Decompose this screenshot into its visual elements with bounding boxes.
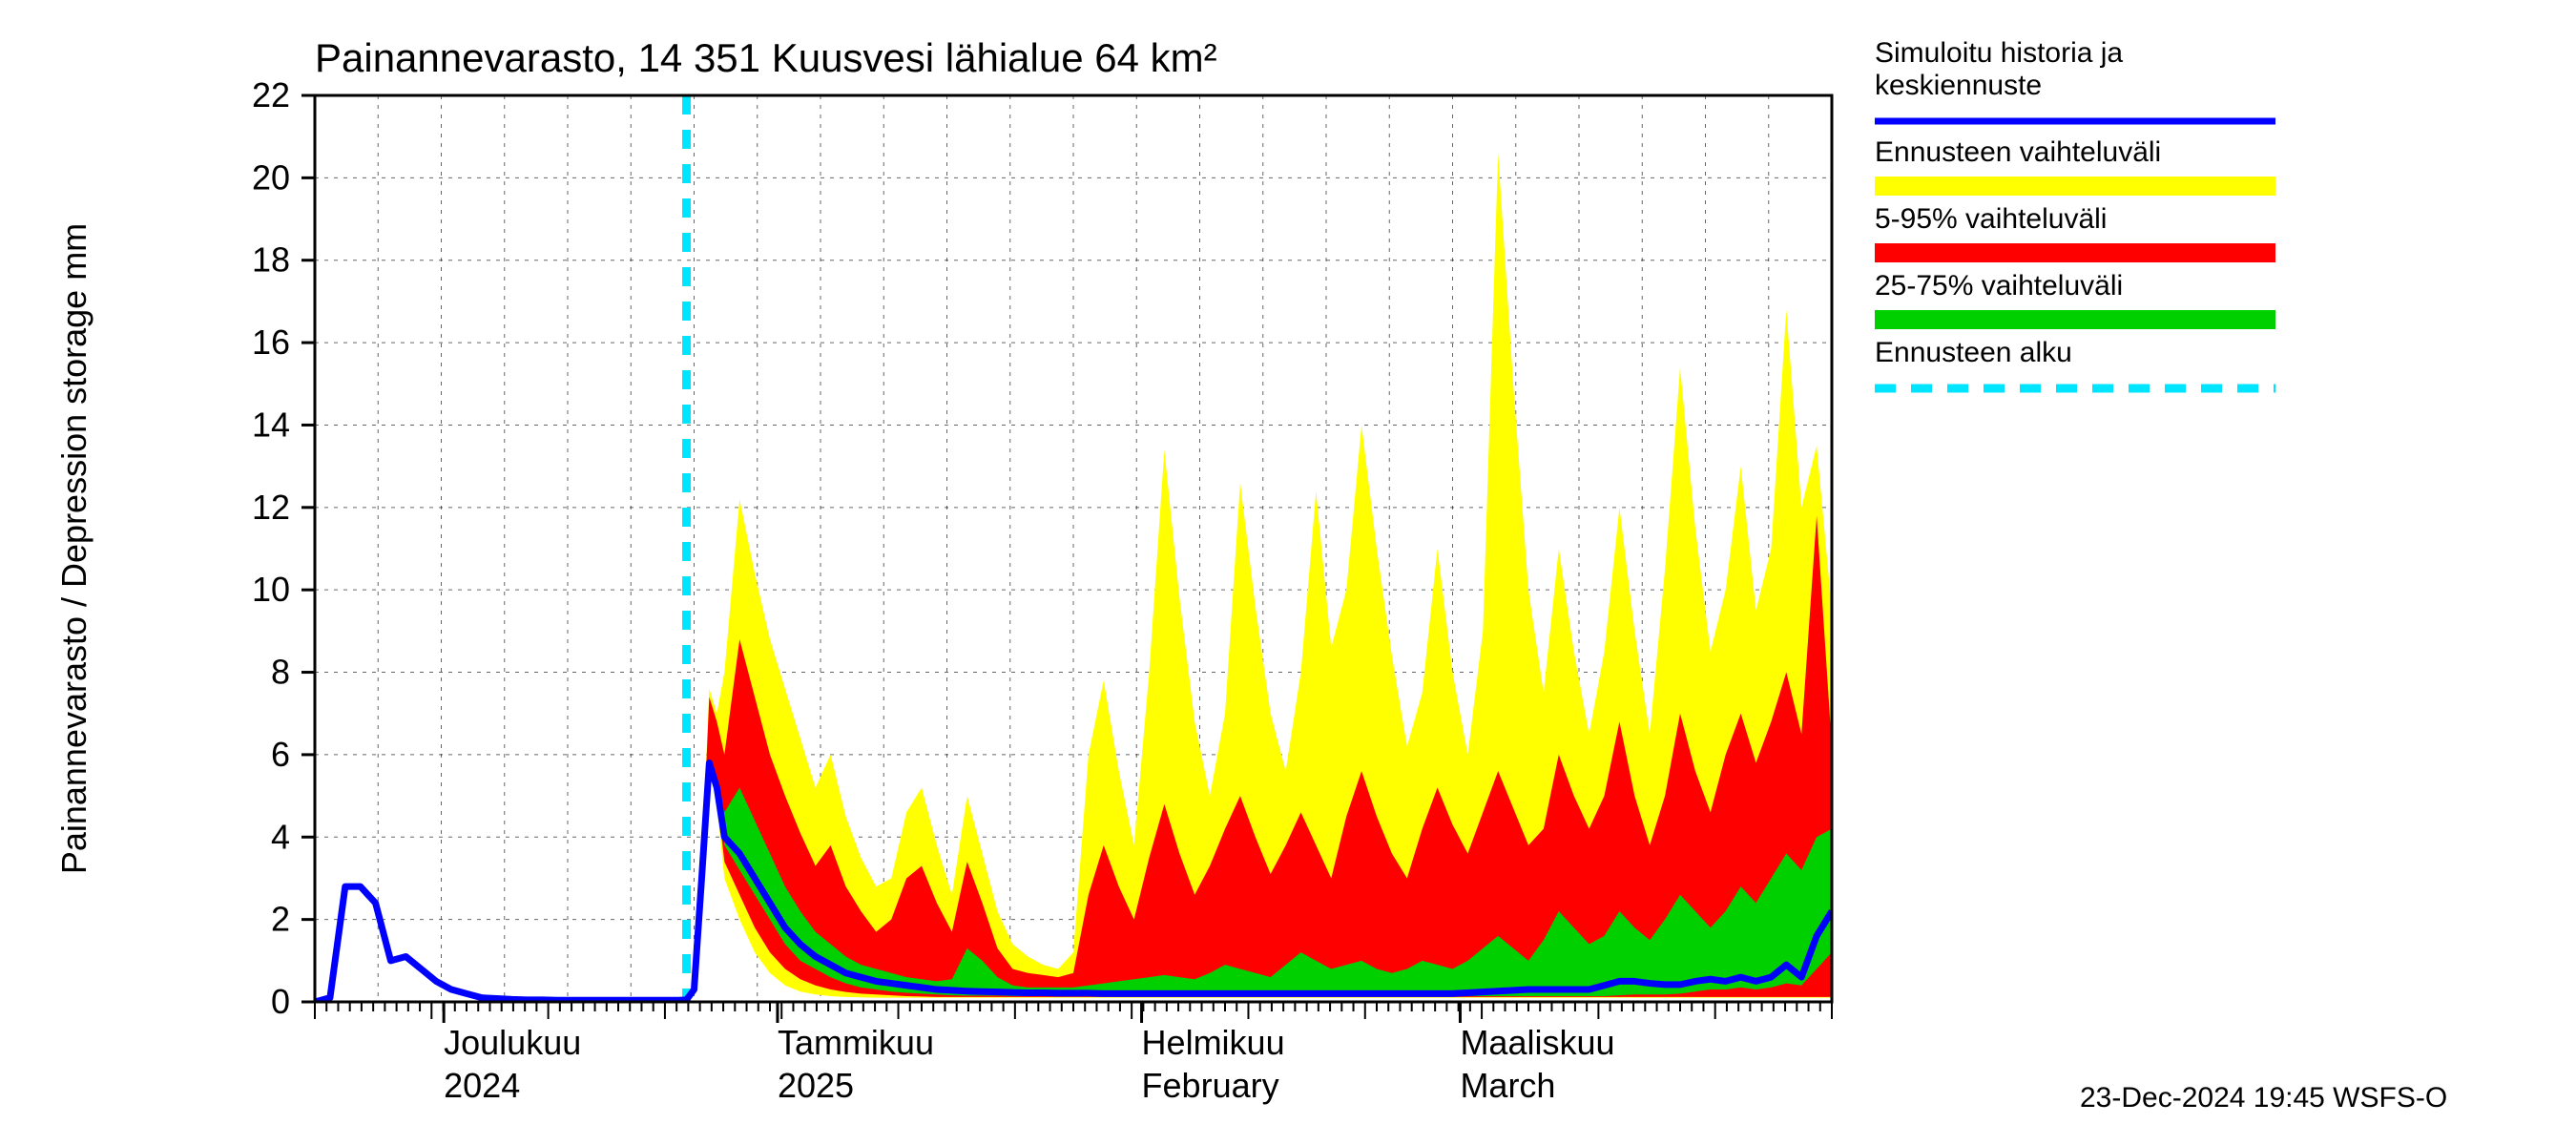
x-month-bottom: 2025 bbox=[778, 1066, 854, 1105]
y-tick-label: 8 bbox=[271, 653, 290, 692]
x-month-top: Helmikuu bbox=[1142, 1023, 1285, 1062]
x-month-bottom: February bbox=[1142, 1066, 1279, 1105]
x-month-top: Tammikuu bbox=[778, 1023, 934, 1062]
legend-label: keskiennuste bbox=[1875, 70, 2042, 101]
legend-label: Simuloitu historia ja bbox=[1875, 37, 2123, 69]
chart-svg: 0 2 4 6 8 10 12 14 16 18 20 22 Joulukuu 2024 Tammikuu 2… bbox=[0, 0, 2576, 1145]
footer-text: 23-Dec-2024 19:45 WSFS-O bbox=[2080, 1082, 2447, 1114]
legend-label: 5-95% vaihteluväli bbox=[1875, 203, 2107, 235]
legend-label: Ennusteen vaihteluväli bbox=[1875, 136, 2161, 168]
x-month-bottom: 2024 bbox=[444, 1066, 520, 1105]
y-tick-label: 10 bbox=[252, 570, 290, 609]
legend-swatch bbox=[1875, 177, 2275, 196]
y-tick-label: 16 bbox=[252, 323, 290, 362]
y-axis-title: Painannevarasto / Depression storage mm bbox=[54, 223, 93, 874]
y-tick-label: 14 bbox=[252, 405, 290, 444]
y-tick-label: 20 bbox=[252, 157, 290, 197]
chart-title: Painannevarasto, 14 351 Kuusvesi lähialu… bbox=[315, 35, 1217, 80]
x-month-top: Maaliskuu bbox=[1460, 1023, 1614, 1062]
legend-label: Ennusteen alku bbox=[1875, 337, 2072, 368]
legend-label: 25-75% vaihteluväli bbox=[1875, 270, 2123, 302]
chart-container: 0 2 4 6 8 10 12 14 16 18 20 22 Joulukuu 2024 Tammikuu 2… bbox=[0, 0, 2576, 1145]
y-tick-label: 0 bbox=[271, 982, 290, 1021]
x-month-top: Joulukuu bbox=[444, 1023, 581, 1062]
y-tick-label: 12 bbox=[252, 488, 290, 527]
x-month-bottom: March bbox=[1460, 1066, 1555, 1105]
y-tick-label: 22 bbox=[252, 75, 290, 114]
y-tick-label: 4 bbox=[271, 817, 290, 856]
legend-swatch bbox=[1875, 310, 2275, 329]
y-tick-label: 6 bbox=[271, 735, 290, 774]
legend-swatch bbox=[1875, 243, 2275, 262]
y-tick-label: 18 bbox=[252, 240, 290, 280]
y-tick-label: 2 bbox=[271, 900, 290, 939]
